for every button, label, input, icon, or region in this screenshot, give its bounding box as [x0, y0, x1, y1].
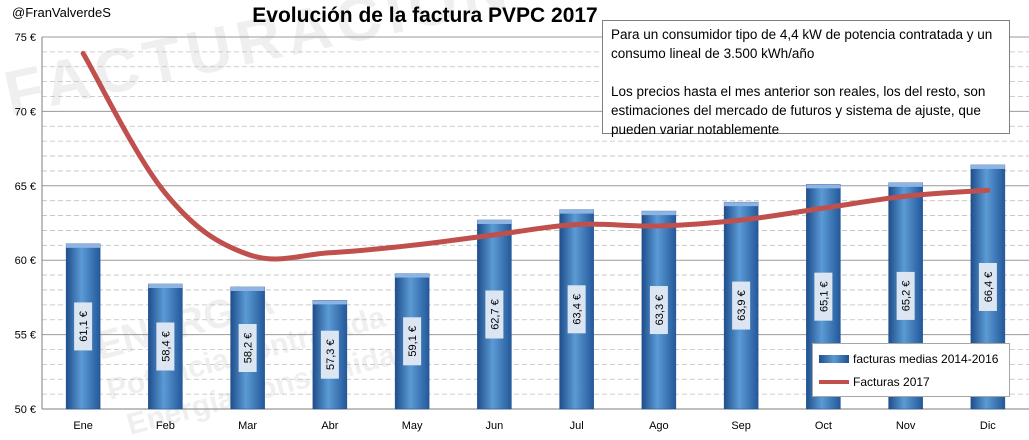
x-tick-label: Ago: [649, 420, 669, 432]
bar-cap: [889, 183, 923, 187]
bar-data-label: 63,3 €: [654, 295, 666, 326]
bar-cap: [971, 165, 1005, 169]
x-tick-label: Mar: [238, 420, 257, 432]
bar-data-label: 65,1 €: [818, 281, 830, 312]
bar-data-label: 66,4 €: [983, 272, 995, 303]
legend-swatch-line: [819, 380, 849, 384]
bar-data-label: 58,2 €: [243, 333, 255, 364]
bar-cap: [806, 184, 840, 188]
bar-data-label: 63,9 €: [736, 290, 748, 321]
legend-label-line: Facturas 2017: [853, 375, 930, 389]
y-tick-label: 50 €: [15, 404, 36, 416]
chart-title: Evolución de la factura PVPC 2017: [205, 4, 645, 28]
x-tick-label: Feb: [156, 420, 175, 432]
author-handle: @FranValverdeS: [12, 5, 111, 20]
y-tick-label: 70 €: [15, 106, 36, 118]
bar-cap: [477, 220, 511, 224]
bar-cap: [66, 244, 100, 248]
bar-cap: [642, 211, 676, 215]
bar-cap: [231, 287, 265, 291]
note-price-disclaimer: Los precios hasta el mes anterior son re…: [611, 82, 1001, 139]
legend-entry-line: Facturas 2017: [819, 375, 930, 389]
bar-data-label: 63,4 €: [572, 294, 584, 325]
y-tick-label: 75 €: [15, 32, 36, 44]
bar-cap: [148, 284, 182, 288]
bar-data-label: 61,1 €: [78, 311, 90, 342]
x-tick-label: Jul: [570, 420, 584, 432]
legend-entry-bars: facturas medias 2014-2016: [819, 352, 998, 366]
bar-data-label: 58,4 €: [160, 331, 172, 362]
bar-data-label: 57,3 €: [325, 339, 337, 370]
bar-cap: [560, 210, 594, 214]
legend-swatch-bars: [819, 355, 849, 363]
x-tick-label: Jun: [486, 420, 504, 432]
note-box: Para un consumidor tipo de 4,4 kW de pot…: [602, 20, 1010, 134]
bar-cap: [313, 300, 347, 304]
bar-data-label: 65,2 €: [901, 281, 913, 312]
bar-cap: [724, 202, 758, 206]
legend: facturas medias 2014-2016 Facturas 2017: [812, 343, 1010, 397]
x-tick-label: Sep: [731, 420, 751, 432]
y-tick-label: 55 €: [15, 330, 36, 342]
y-tick-label: 60 €: [15, 255, 36, 267]
x-tick-label: Abr: [321, 420, 338, 432]
bar-data-label: 59,1 €: [407, 326, 419, 357]
legend-label-bars: facturas medias 2014-2016: [853, 352, 998, 366]
bar-data-label: 62,7 €: [489, 299, 501, 330]
bar-cap: [395, 274, 429, 278]
note-consumer-profile: Para un consumidor tipo de 4,4 kW de pot…: [611, 25, 1001, 63]
x-tick-label: Nov: [896, 420, 916, 432]
y-tick-label: 65 €: [15, 181, 36, 193]
x-tick-label: Ene: [73, 420, 93, 432]
x-tick-label: Dic: [980, 420, 996, 432]
x-tick-label: Oct: [815, 420, 832, 432]
x-tick-label: May: [402, 420, 423, 432]
